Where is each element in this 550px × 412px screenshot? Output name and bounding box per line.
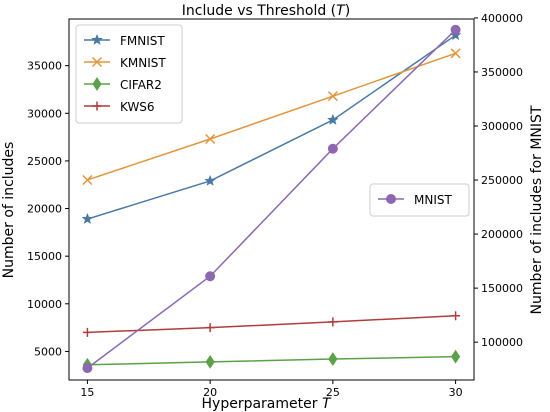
data-point-kws6 [328, 317, 338, 327]
y-right-tick-label: 400000 [481, 12, 523, 25]
data-point-mnist [205, 271, 216, 282]
data-point-mnist [82, 363, 93, 374]
data-point-kws6 [82, 327, 92, 337]
series-kmnist [82, 48, 461, 186]
data-point-fmnist [204, 174, 217, 186]
legend-label-cifar2: CIFAR2 [120, 78, 162, 92]
y-right-tick-label: 100000 [481, 336, 523, 349]
legend-marker-kws6 [92, 101, 102, 111]
plot-frame [68, 18, 475, 381]
y-tick-label: 5000 [34, 345, 62, 358]
y-tick-label: 15000 [27, 250, 62, 263]
series-line-fmnist [87, 34, 457, 220]
data-point-kws6 [205, 323, 215, 333]
data-point-cifar2 [450, 349, 461, 364]
legend-label-kmnist: KMNIST [120, 56, 166, 70]
legend-label-mnist: MNIST [414, 193, 452, 207]
series-line-mnist [86, 29, 457, 369]
legend-marker-fmnist [91, 33, 103, 46]
x-tick-label: 25 [326, 386, 340, 399]
legend-label-kws6: KWS6 [120, 100, 155, 114]
data-point-fmnist [326, 113, 339, 126]
y-axis-left: 5000 10000 15000 20000 25000 30000 35000 [27, 60, 69, 358]
data-point-kmnist [450, 48, 461, 59]
data-point-mnist [327, 143, 338, 154]
series-line-kws6 [87, 314, 456, 334]
data-point-kmnist [205, 133, 216, 145]
series-layer [81, 24, 462, 374]
series-cifar2 [82, 349, 461, 372]
y-axis-right: 100000 150000 200000 250000 300000 350000 4000… [474, 12, 523, 349]
x-axis: 15 20 25 30 [80, 380, 463, 399]
x-tick-label: 15 [80, 386, 94, 399]
y-right-tick-label: 150000 [481, 282, 523, 295]
y-axis-label: Number of includes [1, 142, 17, 279]
y-right-tick-label: 350000 [481, 66, 523, 79]
legend-box [75, 24, 183, 124]
data-point-cifar2 [328, 352, 338, 366]
y-tick-label: 35000 [27, 60, 62, 73]
y-right-tick-label: 300000 [481, 120, 523, 133]
chart-title: Include vs Threshold (T) [182, 3, 350, 19]
y-right-tick-label: 200000 [481, 228, 523, 241]
legend-label-fmnist: FMNIST [120, 34, 165, 48]
legend-marker-mnist [386, 194, 396, 204]
y-tick-label: 30000 [27, 107, 62, 120]
x-tick-label: 20 [203, 386, 217, 399]
y-right-tick-label: 250000 [481, 174, 523, 187]
plot-border [68, 18, 475, 381]
legend-left: FMNIST KMNIST CIFAR2 KWS6 [75, 24, 183, 124]
series-kws6 [82, 311, 461, 337]
data-point-kmnist [82, 174, 93, 186]
series-line-kmnist [87, 52, 456, 181]
y-axis-right-label: Number of includes for MNIST [529, 105, 545, 314]
data-point-kmnist [327, 91, 338, 102]
series-line-cifar2 [87, 355, 456, 366]
legend-box [369, 183, 470, 217]
series-mnist [82, 24, 461, 374]
data-point-cifar2 [205, 355, 215, 369]
legend-right: MNIST [369, 183, 470, 217]
x-tick-label: 30 [449, 386, 463, 399]
y-tick-label: 20000 [27, 203, 62, 216]
x-axis-label: Hyperparameter T [202, 396, 332, 412]
y-tick-label: 25000 [27, 155, 62, 168]
legend-marker-kmnist [91, 56, 103, 68]
data-point-mnist [450, 24, 461, 35]
legend-marker-cifar2 [92, 77, 102, 91]
data-point-fmnist [81, 212, 94, 225]
data-point-kws6 [451, 311, 461, 321]
y-tick-label: 10000 [27, 298, 62, 311]
